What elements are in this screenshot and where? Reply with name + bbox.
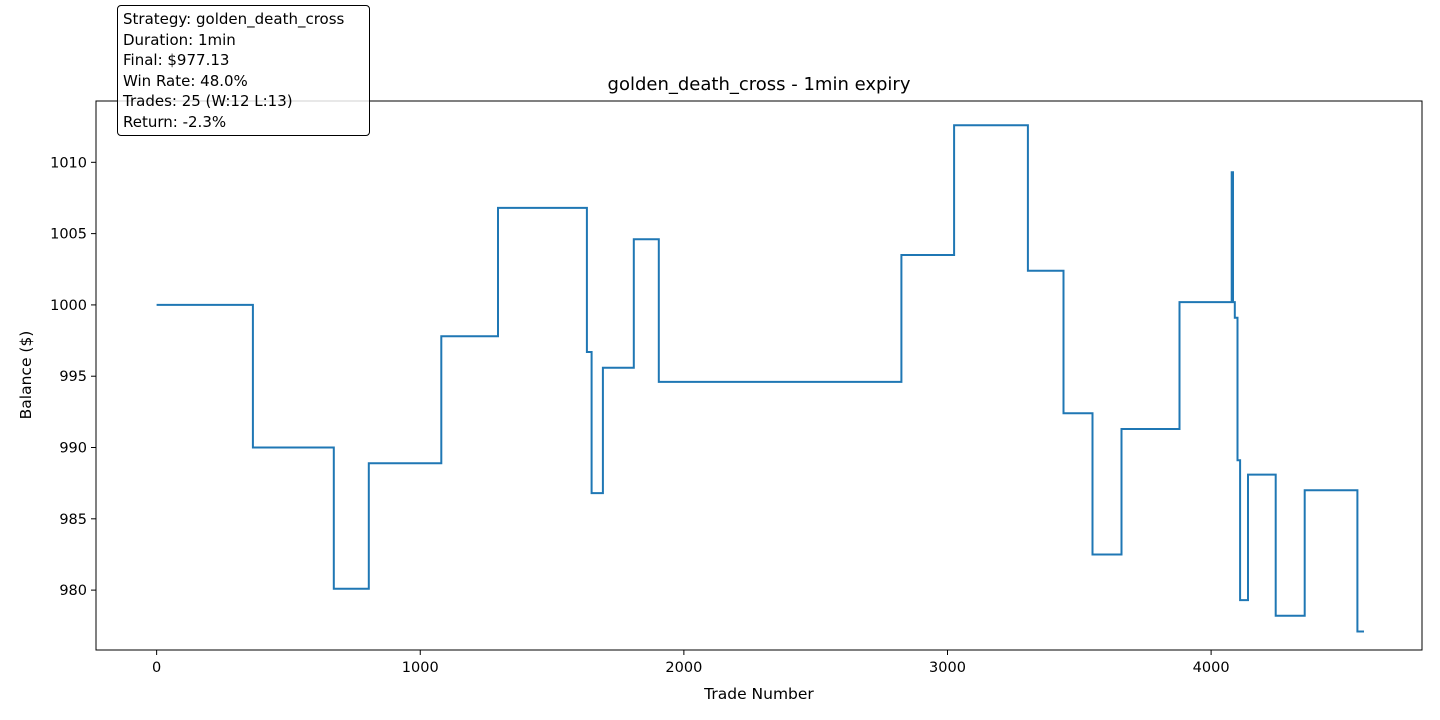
- x-tick-label-3: 3000: [929, 660, 966, 676]
- x-tick-label-1: 1000: [402, 660, 439, 676]
- y-tick-label-6: 1010: [50, 155, 87, 171]
- y-tick-label-5: 1005: [50, 227, 87, 243]
- y-tick-label-4: 1000: [50, 298, 87, 314]
- stats-annotation-box: Strategy: golden_death_cross Duration: 1…: [117, 5, 370, 136]
- x-tick-label-4: 4000: [1193, 660, 1230, 676]
- annotation-duration: Duration: 1min: [123, 30, 236, 49]
- plot-frame: [95, 100, 1423, 651]
- annotation-strategy: Strategy: golden_death_cross: [123, 10, 345, 28]
- x-tick-label-0: 0: [152, 660, 161, 676]
- annotation-final: Final: $977.13: [123, 51, 230, 69]
- y-tick-label-3: 995: [59, 369, 87, 385]
- balance-series-line-0: [156, 124, 1364, 633]
- y-axis-label: Balance ($): [17, 331, 35, 420]
- annotation-return: Return: -2.3%: [123, 112, 227, 131]
- annotation-win-rate: Win Rate: 48.0%: [123, 71, 248, 90]
- y-tick-label-1: 985: [59, 512, 87, 528]
- y-tick-label-2: 990: [59, 441, 87, 457]
- x-tick-label-2: 2000: [665, 660, 702, 676]
- annotation-trades: Trades: 25 (W:12 L:13): [123, 92, 293, 110]
- plot-area: 0 1000 2000 3000 4000 980 985 990 995 1000 1005 101…: [50, 100, 1423, 676]
- x-axis-label: Trade Number: [703, 685, 814, 703]
- y-tick-label-0: 980: [59, 583, 87, 599]
- chart-title: golden_death_cross - 1min expiry: [608, 74, 911, 95]
